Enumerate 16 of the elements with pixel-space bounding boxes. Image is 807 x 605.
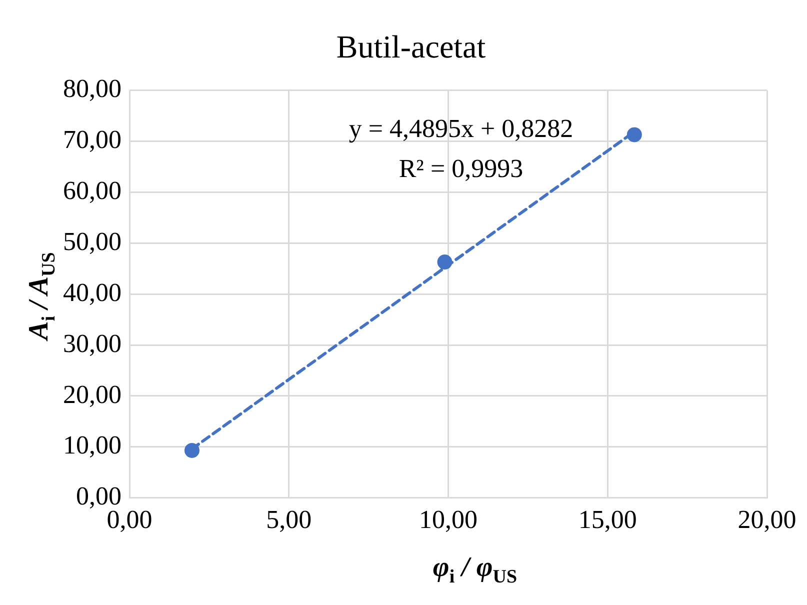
y-tick-label: 80,00 <box>63 74 122 104</box>
annotation: y = 4,4895x + 0,8282 <box>348 114 574 144</box>
x-tick-label: 15,00 <box>578 505 637 534</box>
y-tick-label: 20,00 <box>63 380 122 409</box>
y-tick-label: 10,00 <box>63 430 122 460</box>
x-tick-label: 10,00 <box>419 505 478 534</box>
y-tick-label: 30,00 <box>63 328 122 358</box>
y-tick-label: 60,00 <box>63 176 122 206</box>
y-tick-label: 40,00 <box>63 278 122 307</box>
annotation: R² = 0,9993 <box>398 154 524 184</box>
chart-title: Butil-acetat <box>336 28 486 65</box>
x-tick-label: 5,00 <box>266 505 312 534</box>
x-axis-title: φ$_{i}$ / φ$_{US}$ <box>432 552 518 589</box>
x-tick-label: 20,00 <box>738 505 796 534</box>
y-tick-label: 70,00 <box>63 125 122 154</box>
y-tick-label: 50,00 <box>63 227 122 256</box>
